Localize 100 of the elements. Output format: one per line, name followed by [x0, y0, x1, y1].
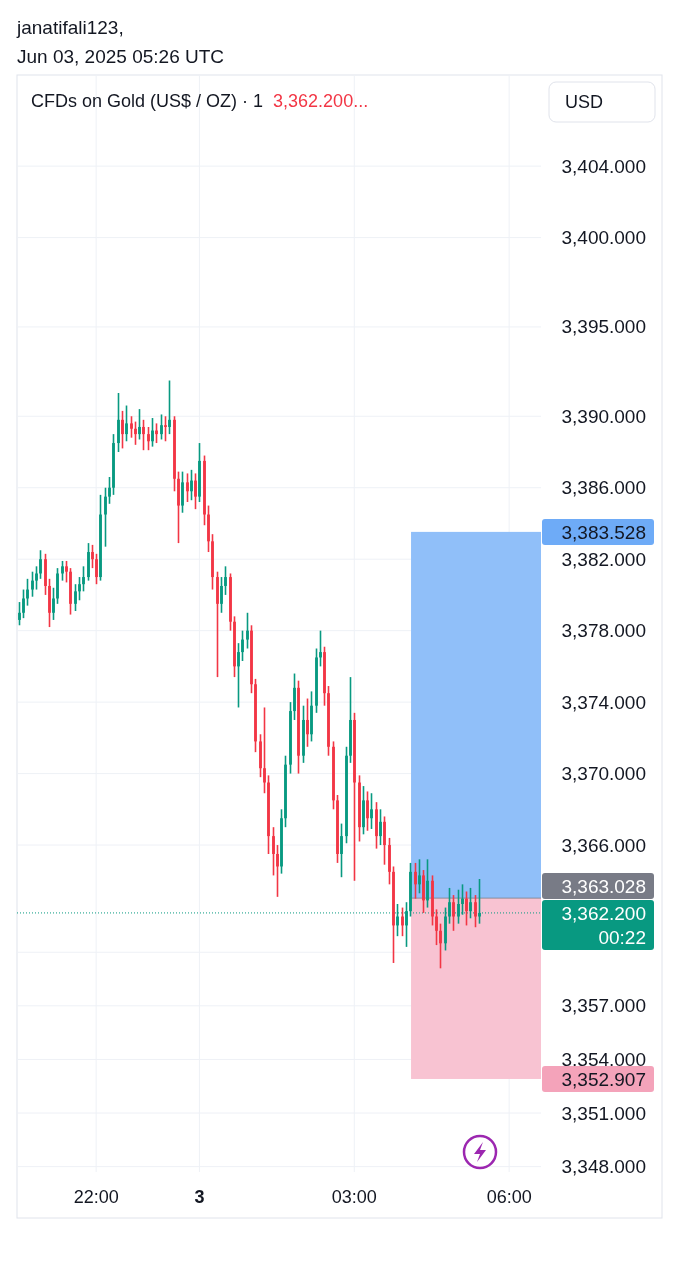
candlestick	[332, 740, 335, 811]
y-tick-label: 3,351.000	[561, 1102, 646, 1124]
candlestick	[39, 549, 42, 580]
y-tick-label: 3,366.000	[561, 834, 646, 856]
candlestick	[401, 906, 404, 937]
text: CFDs on Gold (US$ / OZ) · 1	[31, 91, 264, 111]
candlestick	[44, 553, 47, 596]
candlestick	[353, 712, 356, 882]
candlestick	[52, 586, 55, 621]
candlestick	[233, 615, 236, 678]
y-axis-title: USD	[565, 92, 604, 112]
y-tick-label: 3,382.000	[561, 548, 646, 570]
candlestick	[203, 454, 206, 527]
candlestick	[82, 565, 85, 593]
candlestick	[302, 704, 305, 764]
candlestick	[87, 542, 90, 582]
y-tick-label: 3,354.000	[561, 1048, 646, 1070]
candlestick	[134, 420, 137, 446]
candlestick	[349, 676, 352, 764]
candlestick	[237, 642, 240, 709]
candlestick	[224, 565, 227, 596]
candlestick	[181, 470, 184, 514]
candlestick	[379, 808, 382, 846]
candlestick	[323, 645, 326, 707]
candlestick	[74, 583, 77, 612]
candlestick	[190, 469, 193, 502]
candlestick	[31, 570, 34, 598]
candlestick	[35, 565, 38, 591]
x-tick-label: 22:00	[73, 1187, 119, 1207]
candlestick	[284, 754, 287, 828]
candlestick	[99, 494, 102, 582]
candlestick	[229, 572, 232, 632]
candlestick	[263, 706, 266, 795]
candlestick	[117, 392, 120, 453]
candlestick	[48, 578, 51, 628]
candlestick	[69, 567, 72, 616]
candlestick	[250, 624, 253, 694]
candlestick	[469, 887, 472, 920]
candlestick	[246, 611, 249, 650]
text: janatifali123,	[16, 16, 124, 38]
band-label: 3,383.528	[561, 521, 646, 543]
candlestick	[216, 570, 219, 678]
candlestick	[254, 678, 257, 753]
candlestick	[211, 533, 214, 591]
candlestick	[366, 790, 369, 832]
candlestick	[293, 672, 296, 721]
candlestick	[327, 685, 330, 757]
candlestick	[435, 908, 438, 946]
y-tick-label: 3,395.000	[561, 316, 646, 338]
candlestick	[340, 822, 343, 878]
candlestick	[95, 553, 98, 585]
candlestick	[418, 858, 421, 895]
candlestick	[336, 794, 339, 864]
candlestick	[465, 890, 468, 927]
candlestick	[276, 844, 279, 898]
candlestick	[388, 837, 391, 886]
y-tick-label: 3,400.000	[561, 227, 646, 249]
candlestick	[121, 410, 124, 450]
candlestick	[147, 426, 150, 451]
candlestick	[474, 894, 477, 929]
candlestick	[207, 504, 210, 553]
candlestick	[104, 486, 107, 548]
ref-line-label: 3,363.028	[561, 875, 646, 897]
candlestick	[297, 679, 300, 775]
candlestick	[56, 567, 59, 605]
candlestick	[160, 413, 163, 441]
candlestick	[383, 815, 386, 866]
candlestick	[319, 629, 322, 668]
candlestick	[155, 422, 158, 444]
candlestick	[358, 774, 361, 843]
text: 3,362.200...	[273, 91, 369, 111]
candlestick	[315, 647, 318, 714]
ref-line-label: 3,362.200 00:22	[561, 902, 646, 948]
candlestick	[151, 417, 154, 448]
y-tick-label: 3,348.000	[561, 1156, 646, 1178]
y-tick-label: 3,378.000	[561, 620, 646, 642]
candlestick	[370, 792, 373, 830]
candlestick	[186, 472, 189, 503]
y-tick-label: 3,386.000	[561, 477, 646, 499]
y-tick-label: 3,370.000	[561, 763, 646, 785]
candlestick	[194, 472, 197, 510]
candlestick	[108, 476, 111, 505]
candlestick	[22, 588, 25, 619]
candlestick	[241, 629, 244, 662]
candlestick	[164, 415, 167, 443]
y-tick-label: 3,404.000	[561, 155, 646, 177]
candlestick	[177, 470, 180, 544]
candlestick	[220, 576, 223, 614]
candlestick	[168, 379, 171, 435]
candlestick	[112, 433, 115, 496]
text: Jun 03, 2025 05:26 UTC	[17, 45, 225, 67]
candlestick	[267, 774, 270, 855]
band-label: 3,352.907	[561, 1068, 646, 1090]
candlestick	[375, 801, 378, 850]
candlestick	[91, 544, 94, 569]
candlestick	[130, 415, 133, 439]
candlestick	[259, 733, 262, 778]
candlestick	[61, 560, 64, 582]
candlestick	[392, 865, 395, 964]
candlestick	[280, 808, 283, 875]
